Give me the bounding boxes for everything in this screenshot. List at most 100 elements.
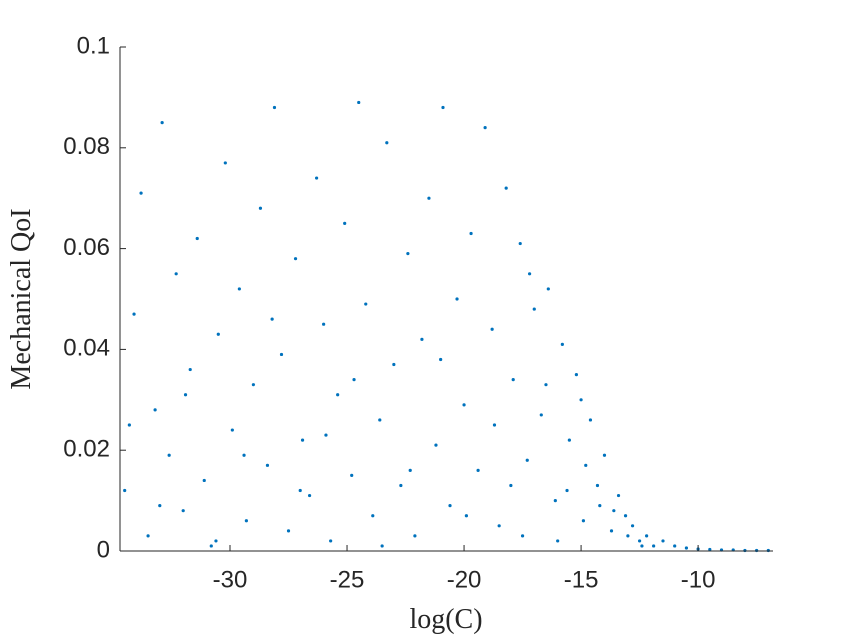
scatter-point <box>237 287 241 291</box>
y-tick-label: 0.08 <box>63 133 110 160</box>
scatter-point <box>743 548 747 553</box>
scatter-point <box>579 398 583 402</box>
scatter-point <box>214 539 218 543</box>
scatter-point <box>322 322 326 326</box>
scatter-point <box>195 236 199 241</box>
scatter-point <box>244 519 248 523</box>
scatter-point <box>560 342 564 346</box>
scatter-point <box>612 509 616 513</box>
scatter-point <box>546 287 550 291</box>
scatter-point <box>392 362 396 367</box>
scatter-point <box>492 423 497 427</box>
scatter-point <box>766 548 770 553</box>
scatter-point <box>272 105 277 110</box>
scatter-point <box>364 302 368 306</box>
scatter-point <box>464 514 468 518</box>
scatter-point <box>469 231 473 236</box>
scatter-point <box>352 378 356 382</box>
scatter-point <box>385 141 389 145</box>
x-axis-label: log(C) <box>409 604 482 635</box>
scatter-point <box>216 332 220 336</box>
y-axis-label: Mechanical QoI <box>6 208 37 389</box>
scatter-point <box>637 539 642 543</box>
scatter-point <box>371 514 375 518</box>
scatter-point <box>329 539 333 543</box>
scatter-point <box>518 241 522 246</box>
scatter-point <box>380 544 384 548</box>
scatter-point <box>350 473 354 477</box>
scatter-point <box>532 307 536 311</box>
scatter-point <box>684 546 689 550</box>
y-tick-label: 0.04 <box>63 335 110 362</box>
scatter-point <box>413 534 417 538</box>
scatter-point <box>139 191 143 195</box>
x-tick-label: -25 <box>330 566 365 593</box>
y-tick-label: 0.02 <box>63 436 110 463</box>
scatter-point <box>539 413 543 417</box>
scatter-point <box>598 504 602 508</box>
scatter-point <box>626 534 630 538</box>
scatter-point <box>595 483 600 488</box>
scatter-point <box>755 548 759 553</box>
scatter-point <box>378 418 382 422</box>
y-tick-label: 0.06 <box>63 234 110 261</box>
scatter-point <box>293 257 298 261</box>
scatter-point <box>160 121 164 125</box>
scatter-point <box>504 186 508 190</box>
scatter-point <box>158 504 162 508</box>
scatter-point <box>406 252 410 256</box>
scatter-point <box>630 524 635 528</box>
scatter-point <box>602 453 607 457</box>
scatter-point <box>574 373 578 377</box>
scatter-point <box>565 488 569 493</box>
x-tick-label: -10 <box>681 566 716 593</box>
scatter-point <box>476 468 480 472</box>
scatter-point <box>270 317 274 321</box>
scatter-point <box>462 403 466 407</box>
x-tick-label: -30 <box>213 566 248 593</box>
scatter-point <box>623 514 628 518</box>
scatter-point <box>640 544 644 548</box>
scatter-point <box>553 499 557 503</box>
scatter-point <box>490 327 494 331</box>
scatter-point <box>567 438 571 442</box>
scatter-point <box>520 534 525 538</box>
scatter-point <box>652 544 656 548</box>
scatter-point <box>581 519 586 523</box>
scatter-point <box>298 488 302 493</box>
scatter-point <box>525 458 529 462</box>
scatter-point <box>439 357 443 362</box>
scatter-point <box>509 483 513 488</box>
scatter-point <box>230 428 234 432</box>
scatter-point <box>209 544 213 548</box>
scatter-point <box>455 297 459 301</box>
scatter-point <box>357 100 361 105</box>
scatter-point <box>343 221 347 225</box>
scatter-point <box>616 493 621 498</box>
scatter-point <box>181 509 185 513</box>
scatter-point <box>286 529 291 533</box>
scatter-point <box>167 453 171 457</box>
scatter-point <box>544 383 548 387</box>
scatter-point <box>127 423 131 427</box>
scatter-point <box>434 443 438 447</box>
scatter-point <box>661 539 665 543</box>
scatter-point <box>556 539 560 543</box>
scatter-point <box>673 544 677 548</box>
scatter-point <box>307 493 312 498</box>
y-tick-label: 0.1 <box>77 32 110 59</box>
scatter-point <box>336 393 340 397</box>
y-tick-label: 0 <box>97 536 110 563</box>
scatter-point <box>427 196 431 200</box>
scatter-point <box>448 504 452 508</box>
scatter-point <box>188 367 192 372</box>
scatter-point <box>408 468 412 472</box>
scatter-point <box>242 453 246 457</box>
scatter-point <box>324 433 328 437</box>
scatter-point <box>251 383 256 387</box>
scatter-point <box>584 463 588 467</box>
scatter-point <box>123 488 127 493</box>
scatter-point <box>497 524 501 528</box>
scatter-point <box>609 529 614 533</box>
